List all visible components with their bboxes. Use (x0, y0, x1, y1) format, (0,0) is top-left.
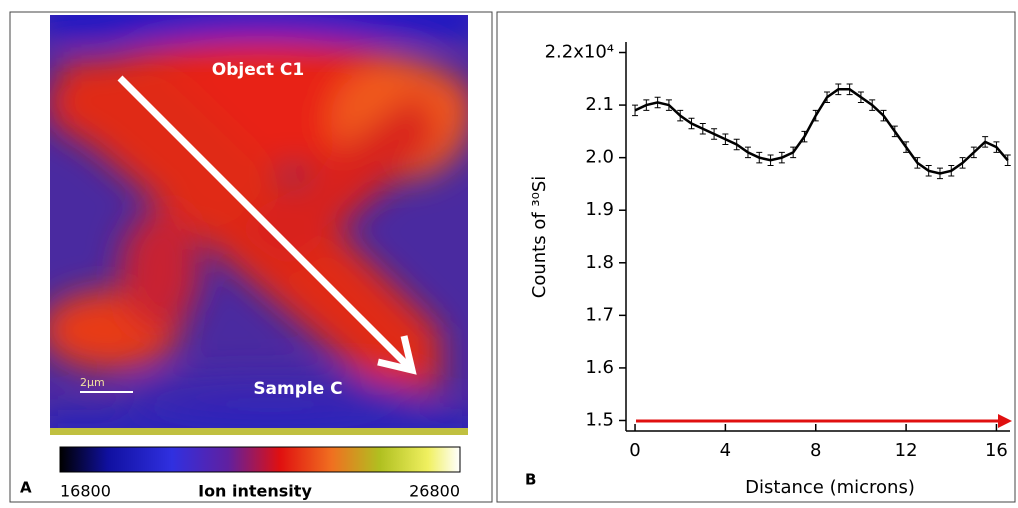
error-bar (880, 109, 887, 122)
error-bar (812, 109, 819, 122)
arrow-head (377, 335, 417, 375)
y-tick-label: 2.1 (585, 94, 614, 115)
image-label: Object C1 (212, 60, 304, 80)
error-bar (903, 141, 910, 153)
colorbar-min: 16800 (60, 482, 111, 501)
y-tick-label: 1.5 (585, 409, 614, 430)
x-tick-label: 16 (985, 440, 1008, 461)
y-tick-label: 2.0 (585, 147, 614, 168)
error-bar (824, 91, 831, 103)
error-bar (959, 157, 966, 169)
error-bar (936, 167, 943, 180)
y-tick-label: 1.9 (585, 199, 614, 220)
x-tick-label: 0 (629, 440, 640, 461)
x-tick-label: 4 (720, 440, 731, 461)
error-bar (733, 138, 740, 151)
error-bar (643, 99, 650, 111)
y-tick-label: 1.6 (585, 357, 614, 378)
error-bar (891, 125, 898, 138)
error-bar (857, 91, 864, 103)
panel-label: A (20, 479, 32, 497)
colorbar-title: Ion intensity (198, 482, 312, 501)
error-bar (1004, 154, 1011, 167)
error-bar (677, 109, 684, 122)
scale-bar-label: 2µm (80, 376, 105, 389)
error-bar (665, 99, 672, 111)
x-tick-label: 12 (895, 440, 918, 461)
image-label: Sample C (253, 379, 342, 399)
panel-b-frame (496, 11, 1016, 503)
error-bar (948, 165, 955, 177)
error-bar (711, 128, 718, 140)
arrow (117, 75, 411, 369)
error-bar (688, 117, 695, 130)
error-bar (632, 104, 639, 117)
panel-label: B (525, 471, 536, 489)
error-bar (722, 133, 729, 146)
error-bar (982, 136, 989, 148)
error-bar (790, 146, 797, 159)
data-line (634, 88, 1009, 175)
y-axis-title: Counts of ³⁰Si (529, 176, 550, 298)
error-bar (654, 96, 661, 109)
error-bar (925, 165, 932, 177)
error-bar (756, 151, 763, 164)
error-bar (970, 146, 977, 159)
error-bar (846, 83, 853, 96)
error-bar (914, 157, 921, 169)
y-tick-label: 1.7 (585, 304, 614, 325)
error-bar (869, 99, 876, 111)
colorbar (59, 446, 461, 473)
x-axis-title: Distance (microns) (745, 477, 915, 498)
y-tick-label: 1.8 (585, 252, 614, 273)
red-arrow-head (998, 414, 1012, 428)
error-bar (835, 83, 842, 96)
error-bar (801, 130, 808, 143)
error-bar (699, 122, 706, 135)
error-bar (778, 151, 785, 164)
y-tick-label: 2.2x10⁴ (545, 42, 614, 63)
error-bar (744, 146, 751, 159)
error-bar (993, 141, 1000, 153)
x-tick-label: 8 (810, 440, 821, 461)
error-bar (767, 154, 774, 167)
panel-a-frame (9, 11, 493, 503)
colorbar-max: 26800 (409, 482, 460, 501)
